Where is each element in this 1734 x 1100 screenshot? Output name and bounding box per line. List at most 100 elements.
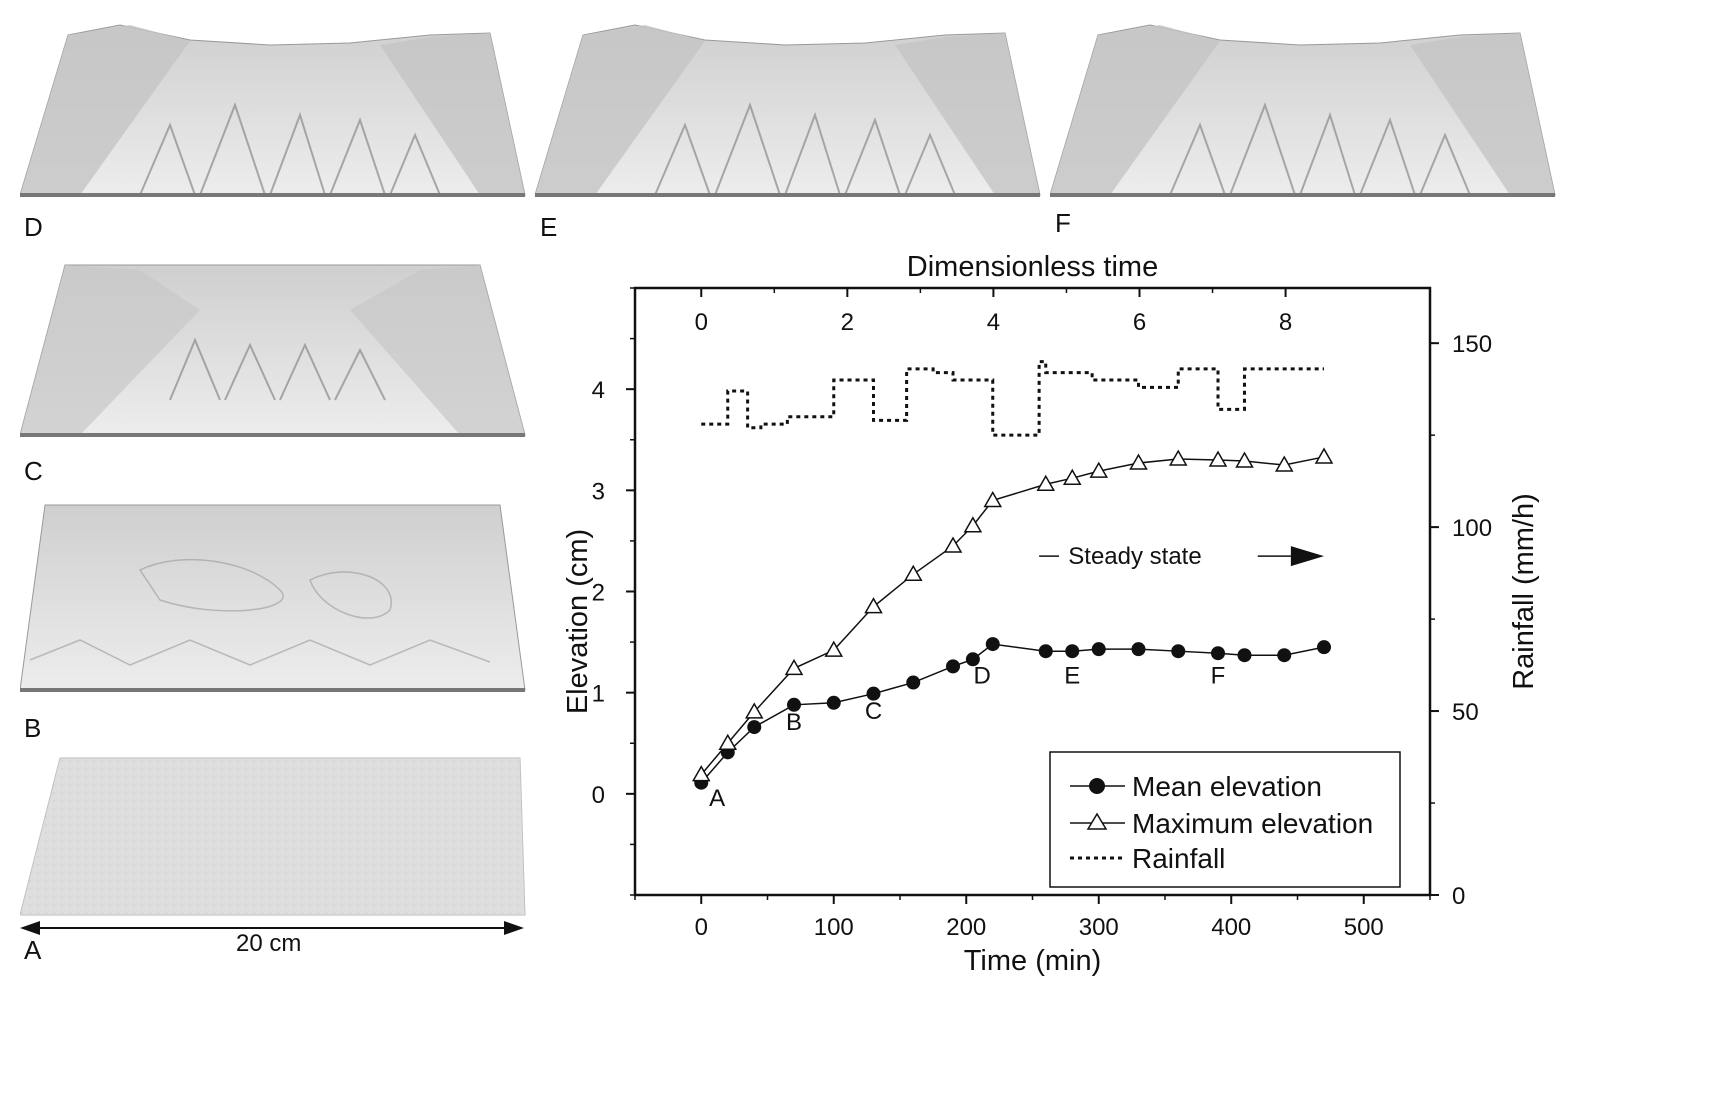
- panel-label-d: D: [24, 212, 43, 242]
- max-elevation-point: [963, 516, 983, 533]
- steady-state-arrow-head: [1290, 546, 1324, 567]
- x-tick-label: 400: [1211, 914, 1251, 941]
- mean-elevation-point: [1091, 642, 1106, 657]
- mean-elevation-point: [747, 720, 762, 735]
- point-label: D: [973, 663, 990, 690]
- rainfall-line: [701, 360, 1324, 437]
- x-tick-label: 200: [946, 914, 986, 941]
- mean-elevation-point: [985, 637, 1000, 652]
- terrain-c-image: [20, 264, 526, 438]
- mean-elevation-point: [1131, 642, 1146, 657]
- legend-entry-label: Maximum elevation: [1132, 808, 1373, 839]
- max-elevation-point: [718, 733, 738, 750]
- top-tick-label: 4: [987, 309, 1000, 336]
- y2-axis-label: Rainfall (mm/h): [1508, 493, 1540, 690]
- top-tick-label: 0: [695, 309, 708, 336]
- mean-elevation-point: [1317, 640, 1331, 655]
- max-elevation-point: [1036, 474, 1056, 492]
- mean-elevation-point: [1277, 648, 1292, 663]
- panel-label-b: B: [24, 713, 42, 743]
- y2-tick-label: 0: [1452, 883, 1465, 910]
- chart-series: [691, 360, 1334, 790]
- chart-legend: Mean elevation Maximum elevation Rainfall: [1049, 751, 1401, 888]
- terrain-panel-b: [20, 490, 530, 700]
- point-label: A: [709, 785, 725, 812]
- scale-bar: [20, 921, 524, 935]
- y-axis-label: Elevation (cm): [562, 529, 594, 714]
- y-tick-label: 3: [592, 478, 605, 505]
- mean-elevation-point: [965, 652, 980, 667]
- point-label: B: [786, 709, 802, 736]
- mean-elevation-point: [906, 675, 921, 690]
- y-tick-label: 2: [592, 580, 605, 607]
- max-elevation-point: [784, 658, 804, 676]
- terrain-panel-d: [20, 5, 530, 205]
- max-elevation-point: [824, 640, 844, 657]
- point-label: E: [1064, 663, 1080, 690]
- top-tick-label: 6: [1133, 309, 1146, 336]
- chart-labels: Time (min) Dimensionless time Elevation (c…: [562, 251, 1540, 977]
- mean-elevation-point: [787, 697, 801, 712]
- chart-ticks: 0 100 200 300 400 500 0 2 4 6 8 0 1 2 3 4 0 50 100 150: [592, 287, 1492, 941]
- scale-bar-label: 20 cm: [236, 930, 302, 957]
- top-axis-label: Dimensionless time: [907, 251, 1158, 283]
- y-tick-label: 4: [592, 377, 605, 404]
- y2-tick-label: 150: [1452, 331, 1492, 358]
- max-elevation-point: [1089, 461, 1109, 478]
- terrain-f-image: [1050, 24, 1556, 198]
- max-elevation-point: [1129, 453, 1148, 470]
- mean-elevation-point: [946, 659, 960, 674]
- top-tick-label: 2: [841, 309, 854, 336]
- max-elevation-point: [1062, 468, 1082, 485]
- max-elevation-point: [744, 702, 764, 719]
- legend-entry-label: Rainfall: [1132, 843, 1225, 874]
- max-elevation-point: [903, 564, 923, 582]
- x-tick-label: 0: [695, 914, 708, 941]
- point-label: F: [1211, 663, 1226, 690]
- y-tick-label: 0: [592, 782, 605, 809]
- max-elevation-point: [691, 765, 711, 782]
- terrain-b-image: [20, 504, 526, 693]
- y2-tick-label: 100: [1452, 515, 1492, 542]
- y2-tick-label: 50: [1452, 699, 1479, 726]
- max-elevation-point: [983, 490, 1003, 508]
- terrain-panel-f: [1050, 5, 1560, 205]
- max-elevation-point: [943, 536, 963, 553]
- legend-mean-marker: [1089, 778, 1105, 794]
- max-elevation-point: [1235, 451, 1254, 468]
- max-elevation-point: [1208, 450, 1228, 467]
- x-axis-label: Time (min): [964, 945, 1101, 977]
- mean-elevation-point: [866, 686, 881, 701]
- panel-label-a: A: [24, 935, 42, 965]
- panel-label-f: F: [1055, 208, 1071, 238]
- terrain-panel-a: [20, 750, 530, 925]
- x-tick-label: 500: [1344, 914, 1384, 941]
- mean-elevation-point: [1038, 644, 1053, 659]
- mean-elevation-point: [1237, 648, 1252, 663]
- steady-state-label: Steady state: [1068, 543, 1201, 570]
- terrain-d-image: [20, 24, 526, 198]
- y-tick-label: 1: [592, 681, 605, 708]
- top-tick-label: 8: [1279, 309, 1292, 336]
- elevation-rainfall-chart: 0 100 200 300 400 500 0 2 4 6 8 0 1 2 3 4 0 50 100 150 Time…: [562, 251, 1540, 977]
- terrain-panel-e: [535, 5, 1045, 205]
- max-elevation-point: [1168, 449, 1188, 466]
- mean-elevation-point: [1211, 646, 1225, 661]
- mean-elevation-point: [1065, 644, 1080, 659]
- mean-elevation-point: [826, 695, 841, 710]
- panel-label-c: C: [24, 456, 43, 486]
- legend-entry-label: Mean elevation: [1132, 771, 1322, 802]
- terrain-a-image: [20, 757, 526, 916]
- x-tick-label: 100: [814, 914, 854, 941]
- legend-box: [1049, 751, 1401, 888]
- max-elevation-point: [1314, 447, 1334, 464]
- x-tick-label: 300: [1079, 914, 1119, 941]
- legend-max-marker: [1086, 812, 1108, 830]
- max-elevation-point: [1274, 455, 1294, 472]
- panel-label-e: E: [540, 212, 558, 242]
- max-elevation-point: [864, 597, 883, 614]
- terrain-panel-c: [20, 250, 530, 445]
- mean-elevation-point: [1171, 644, 1186, 659]
- terrain-e-image: [535, 24, 1041, 198]
- point-label: C: [865, 698, 882, 725]
